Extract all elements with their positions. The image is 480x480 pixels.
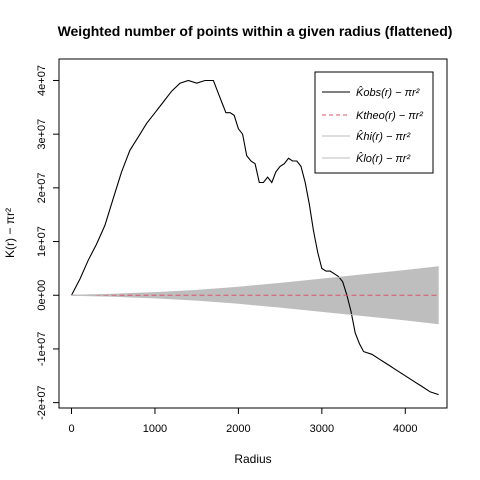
y-tick-label: -1e+07 [36,332,48,367]
y-tick-label: 4e+07 [36,65,48,96]
y-axis: -2e+07 -1e+07 0e+00 1e+07 2e+07 3e+07 4e+07 [36,65,59,420]
chart-title: Weighted number of points within a given… [58,23,453,39]
series-line-hi [71,266,439,296]
x-tick-label: 2000 [226,423,250,435]
y-tick-label: 2e+07 [36,172,48,203]
x-tick-label: 0 [68,423,74,435]
envelope-band [71,266,439,324]
legend-label-lo: K̂lo(r) − πr² [356,151,410,165]
plot-frame [58,58,448,409]
envelope-band-layer [71,266,439,324]
x-axis-label: Radius [234,452,271,466]
y-tick-label: 3e+07 [36,119,48,150]
x-tick-label: 1000 [143,423,167,435]
y-tick-label: -2e+07 [36,385,48,420]
series-layer [71,79,439,396]
legend-label-hi: K̂hi(r) − πr² [356,129,410,143]
x-tick-label: 3000 [310,423,334,435]
x-tick-label: 4000 [393,423,417,435]
series-line-lo [71,294,439,325]
y-tick-label: 1e+07 [36,226,48,257]
legend-label-theo: Ktheo(r) − πr² [356,110,423,122]
y-axis-label: K(r) − πr² [3,208,17,258]
legend-box [314,71,434,174]
x-axis: 0 1000 2000 3000 4000 [68,408,418,435]
legend: K̂obs(r) − πr² Ktheo(r) − πr² K̂hi(r) − … [314,71,434,174]
y-tick-label: 0e+00 [36,280,48,311]
legend-label-obs: K̂obs(r) − πr² [356,85,420,99]
series-line-obs [71,79,439,396]
